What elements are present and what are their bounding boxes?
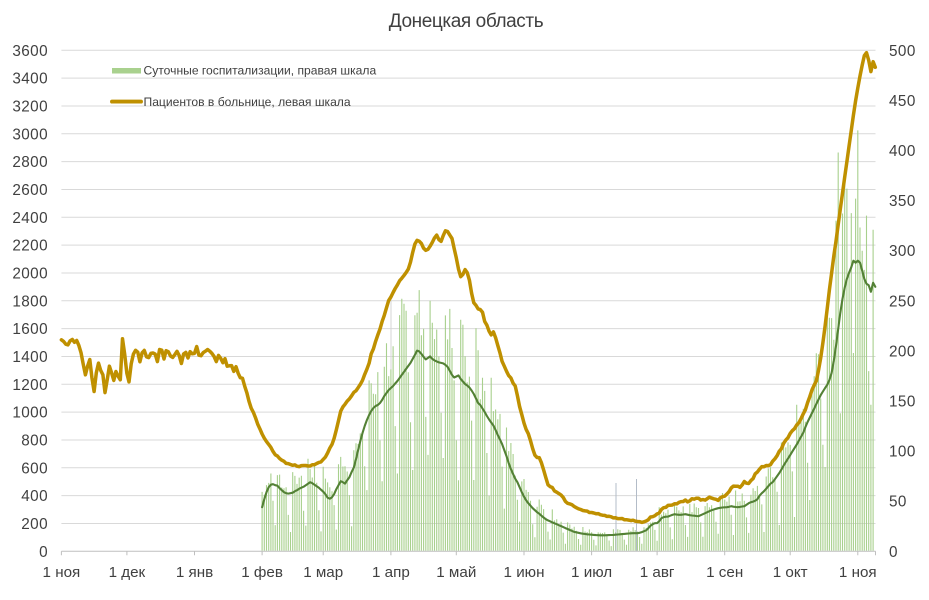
svg-text:3000: 3000 — [12, 126, 48, 143]
svg-text:50: 50 — [889, 494, 907, 511]
svg-text:1 июл: 1 июл — [571, 564, 612, 581]
svg-text:1000: 1000 — [12, 405, 48, 422]
svg-text:3600: 3600 — [12, 43, 48, 60]
svg-text:2800: 2800 — [12, 154, 48, 171]
svg-text:1 май: 1 май — [436, 564, 476, 581]
svg-text:350: 350 — [889, 193, 916, 210]
svg-text:1200: 1200 — [12, 377, 48, 394]
svg-text:1 авг: 1 авг — [640, 564, 675, 581]
svg-text:600: 600 — [21, 460, 48, 477]
svg-text:450: 450 — [889, 93, 916, 110]
svg-text:2000: 2000 — [12, 266, 48, 283]
svg-text:1600: 1600 — [12, 321, 48, 338]
svg-text:1400: 1400 — [12, 349, 48, 366]
svg-text:1 дек: 1 дек — [109, 564, 146, 581]
svg-text:3400: 3400 — [12, 71, 48, 88]
svg-text:1 ноя: 1 ноя — [839, 564, 877, 581]
svg-text:2600: 2600 — [12, 182, 48, 199]
svg-text:1 сен: 1 сен — [706, 564, 743, 581]
svg-text:1800: 1800 — [12, 293, 48, 310]
svg-text:1 апр: 1 апр — [372, 564, 410, 581]
svg-text:Суточные госпитализации, права: Суточные госпитализации, правая шкала — [144, 64, 377, 78]
svg-text:200: 200 — [21, 516, 48, 533]
svg-text:400: 400 — [889, 143, 916, 160]
svg-text:1 янв: 1 янв — [176, 564, 213, 581]
svg-text:1 фев: 1 фев — [241, 564, 283, 581]
svg-text:1 окт: 1 окт — [773, 564, 808, 581]
svg-text:Донецкая область: Донецкая область — [389, 11, 544, 32]
svg-text:2400: 2400 — [12, 210, 48, 227]
svg-text:250: 250 — [889, 293, 916, 310]
svg-text:800: 800 — [21, 433, 48, 450]
svg-text:100: 100 — [889, 444, 916, 461]
svg-text:1 июн: 1 июн — [504, 564, 545, 581]
svg-text:0: 0 — [39, 544, 48, 561]
svg-text:150: 150 — [889, 394, 916, 411]
svg-text:300: 300 — [889, 243, 916, 260]
svg-text:400: 400 — [21, 488, 48, 505]
svg-text:3200: 3200 — [12, 99, 48, 116]
svg-text:200: 200 — [889, 343, 916, 360]
svg-text:0: 0 — [889, 544, 898, 561]
svg-text:1 ноя: 1 ноя — [43, 564, 81, 581]
svg-text:Пациентов в больнице, левая шк: Пациентов в больнице, левая шкала — [144, 95, 351, 109]
svg-text:2200: 2200 — [12, 238, 48, 255]
svg-text:1 мар: 1 мар — [303, 564, 343, 581]
svg-text:500: 500 — [889, 43, 916, 60]
